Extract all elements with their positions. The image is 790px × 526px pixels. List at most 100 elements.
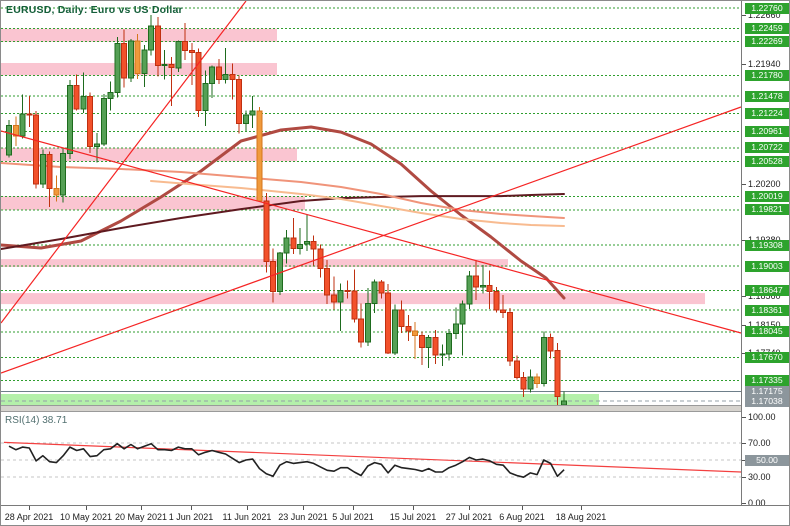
candle-body xyxy=(87,96,94,148)
time-tick-mark xyxy=(141,506,142,510)
candle xyxy=(297,227,304,255)
price-tick-mark xyxy=(742,296,746,297)
date-tick-label: 5 Jul 2021 xyxy=(332,512,374,522)
demand-zone[interactable] xyxy=(1,394,599,405)
candle xyxy=(385,284,392,355)
time-tick-mark xyxy=(522,506,523,510)
price-level-badge: 1.21780 xyxy=(745,70,789,81)
ma-salmon xyxy=(1,162,565,219)
candle xyxy=(60,148,67,203)
current-price-badge: 1.17175 xyxy=(745,386,789,397)
price-level-badge: 1.19308 xyxy=(745,240,789,251)
candle-body xyxy=(127,40,134,79)
candle xyxy=(202,70,209,127)
ma-thick-maroon xyxy=(1,125,566,300)
candle xyxy=(398,300,405,333)
time-tick-mark xyxy=(29,506,30,510)
candle-body xyxy=(554,350,561,398)
supply-zone[interactable] xyxy=(1,28,277,42)
rsi-tick-mark xyxy=(742,477,746,478)
candle xyxy=(378,280,385,299)
candle xyxy=(256,106,263,202)
candle-body xyxy=(331,294,337,303)
candle-body xyxy=(39,153,46,185)
rsi-scale-label: 100.00 xyxy=(748,412,776,422)
candle-body xyxy=(337,289,344,303)
candle xyxy=(452,307,459,340)
price-axis[interactable]: 1.226601.219401.202001.193801.185601.181… xyxy=(741,1,789,525)
price-level-badge: 1.20961 xyxy=(745,126,789,137)
price-level-badge: 1.18361 xyxy=(745,305,789,316)
rsi-indicator-canvas[interactable] xyxy=(1,412,742,505)
candle-body xyxy=(446,333,452,355)
candle xyxy=(100,93,107,147)
time-tick-mark xyxy=(413,506,414,510)
price-tick-mark xyxy=(742,15,746,16)
candle xyxy=(554,343,561,405)
candle-body xyxy=(412,330,419,337)
candle xyxy=(114,36,121,98)
candle xyxy=(107,81,114,111)
price-level-badge: 1.22760 xyxy=(745,3,789,14)
price-level-badge: 1.19003 xyxy=(745,261,789,272)
panel-splitter[interactable] xyxy=(1,405,742,412)
rsi-scale-label: 70.00 xyxy=(748,438,771,448)
trendline-long-ascending[interactable] xyxy=(1,106,742,374)
candle-body xyxy=(466,275,473,305)
candle xyxy=(405,315,412,342)
candle-body xyxy=(520,377,527,390)
price-level-badge: 1.20722 xyxy=(745,142,789,153)
trendline-long-descending[interactable] xyxy=(1,130,742,334)
candle-body xyxy=(121,43,128,79)
candle xyxy=(19,94,26,139)
candle-body xyxy=(290,237,297,249)
candle-body xyxy=(364,302,371,343)
candle-body xyxy=(215,66,222,80)
candle xyxy=(371,279,378,313)
trendline-steep-ascending[interactable] xyxy=(1,1,247,324)
candle-body xyxy=(452,323,459,335)
candle xyxy=(46,151,53,208)
candle xyxy=(121,29,128,88)
price-tick-label: 1.18560 xyxy=(748,291,781,301)
price-tick-label: 1.22660 xyxy=(748,10,781,20)
candle-body xyxy=(391,309,398,354)
rsi-indicator-label: RSI(14) 38.71 xyxy=(5,415,68,426)
current-price-badge: 1.17038 xyxy=(745,396,789,407)
time-axis[interactable]: 28 Apr 2021 10 May 2021 20 May 2021 1 Jun 2… xyxy=(1,505,789,525)
candle xyxy=(364,288,371,346)
candle xyxy=(513,355,520,380)
rsi-trendline[interactable] xyxy=(3,441,742,473)
date-tick-label: 23 Jun 2021 xyxy=(278,512,328,522)
price-tick-label: 1.20200 xyxy=(748,179,781,189)
candle-body xyxy=(358,318,364,343)
candle-body xyxy=(6,125,12,156)
candle xyxy=(6,120,12,158)
candle-body xyxy=(398,309,405,328)
candle-body xyxy=(473,275,480,288)
time-tick-mark xyxy=(86,506,87,510)
candle-body xyxy=(175,41,182,69)
candle xyxy=(236,75,243,134)
candle-body xyxy=(141,49,148,74)
price-level-badge: 1.22269 xyxy=(745,36,789,47)
candle xyxy=(39,149,46,188)
price-level-badge: 1.22459 xyxy=(745,23,789,34)
date-tick-label: 28 Apr 2021 xyxy=(4,512,54,522)
candle xyxy=(473,260,480,300)
time-tick-mark xyxy=(247,506,248,510)
rsi-tick-mark xyxy=(742,443,746,444)
candle xyxy=(80,72,87,114)
price-level-badge: 1.17335 xyxy=(745,375,789,386)
candle xyxy=(229,63,236,100)
candle-body xyxy=(202,83,209,111)
candle-body xyxy=(432,337,439,356)
main-price-chart-canvas[interactable] xyxy=(1,1,742,405)
candle-body xyxy=(270,261,276,293)
candle-body xyxy=(66,85,73,155)
candle-body xyxy=(344,289,351,292)
chart-title: EURUSD, Daily: Euro vs US Dollar xyxy=(6,4,183,16)
date-tick-label: 18 Aug 2021 xyxy=(555,512,607,522)
supply-zone[interactable] xyxy=(1,259,508,267)
candle-body xyxy=(534,376,541,385)
